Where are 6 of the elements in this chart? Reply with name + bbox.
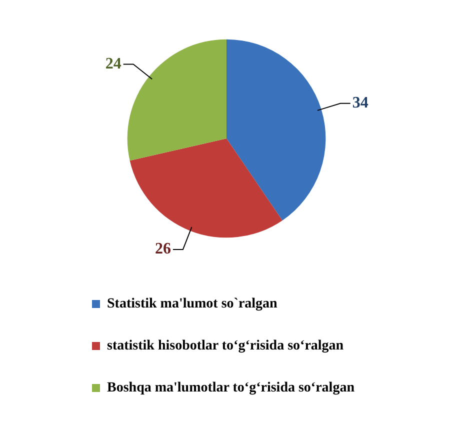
data-label: 24 — [105, 55, 122, 72]
legend-label: Boshqa ma'lumotlar to‘g‘risida so‘ralgan — [107, 380, 355, 396]
data-label: 34 — [352, 94, 368, 112]
legend-label: Statistik ma'lumot so`ralgan — [107, 296, 278, 312]
data-label: 26 — [154, 240, 171, 258]
legend-label: statistik hisobotlar to‘g‘risida so‘ralgan — [107, 338, 344, 354]
